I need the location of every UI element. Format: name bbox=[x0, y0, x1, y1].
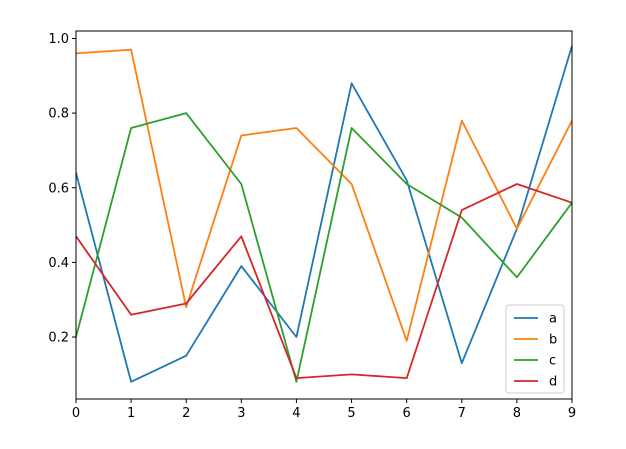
x-tick-label: 4 bbox=[292, 406, 300, 421]
y-tick-label: 0.2 bbox=[48, 331, 69, 346]
x-tick-label: 0 bbox=[72, 406, 80, 421]
legend-label-c: c bbox=[549, 354, 556, 369]
x-tick-label: 1 bbox=[127, 406, 135, 421]
series-line-c bbox=[75, 112, 573, 383]
series-line-a bbox=[75, 45, 573, 383]
legend-label-d: d bbox=[549, 375, 557, 390]
x-tick-label: 3 bbox=[237, 406, 245, 421]
y-tick-label: 0.4 bbox=[48, 256, 69, 271]
x-tick-label: 2 bbox=[182, 406, 190, 421]
legend-label-b: b bbox=[549, 333, 557, 348]
series-line-d bbox=[75, 183, 573, 380]
x-tick-label: 6 bbox=[403, 406, 411, 421]
x-tick-label: 8 bbox=[513, 406, 521, 421]
y-tick-label: 1.0 bbox=[48, 32, 69, 47]
x-tick-label: 5 bbox=[347, 406, 355, 421]
x-tick-label: 7 bbox=[458, 406, 466, 421]
series-line-b bbox=[75, 48, 573, 342]
plot-frame bbox=[75, 30, 573, 400]
x-tick-label: 9 bbox=[568, 406, 576, 421]
y-tick-label: 0.6 bbox=[48, 181, 69, 196]
legend-label-a: a bbox=[549, 312, 557, 327]
y-tick-label: 0.8 bbox=[48, 107, 69, 122]
legend-box bbox=[505, 304, 565, 394]
